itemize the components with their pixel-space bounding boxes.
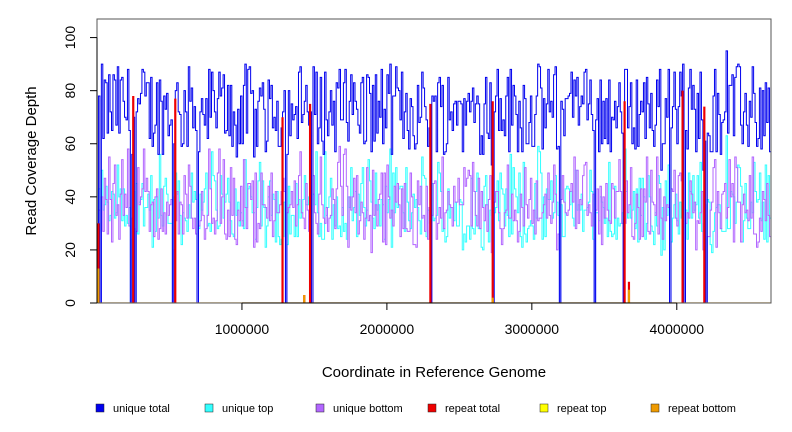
legend-label: repeat bottom (668, 403, 736, 415)
legend-item-unique-top: unique top (204, 403, 273, 415)
plot-area (97, 50, 771, 303)
x-tick-label: 3000000 (505, 321, 560, 337)
legend-item-repeat-top: repeat top (539, 403, 607, 415)
series-layer (97, 50, 771, 303)
legend-swatch (95, 403, 105, 413)
legend-swatch (204, 403, 214, 413)
x-axis-title: Coordinate in Reference Genome (322, 364, 546, 381)
legend-label: unique top (222, 403, 273, 415)
y-tick-label: 80 (62, 83, 78, 99)
y-tick-label: 0 (62, 299, 78, 307)
y-tick-label: 100 (62, 26, 78, 50)
x-axis: 1000000 2000000 3000000 4000000 (215, 302, 705, 337)
legend-item-repeat-total: repeat total (427, 403, 500, 415)
series-unique-total (97, 50, 771, 303)
legend-swatch (427, 403, 437, 413)
legend-label: unique bottom (333, 403, 403, 415)
legend-swatch (539, 403, 549, 413)
x-tick-label: 4000000 (650, 321, 705, 337)
legend-swatch (315, 403, 325, 413)
y-axis-title: Read Coverage Depth (23, 86, 40, 235)
legend-label: unique total (113, 403, 170, 415)
legend: unique total unique top unique bottom repea… (95, 403, 736, 415)
legend-item-repeat-bottom: repeat bottom (650, 403, 736, 415)
y-tick-label: 60 (62, 136, 78, 152)
legend-swatch (650, 403, 660, 413)
legend-label: repeat top (557, 403, 607, 415)
legend-label: repeat total (445, 403, 500, 415)
y-tick-label: 40 (62, 189, 78, 205)
series-unique-bottom (97, 145, 771, 303)
legend-item-unique-total: unique total (95, 403, 170, 415)
y-axis: 0 20 40 60 80 100 (62, 26, 98, 307)
x-tick-label: 2000000 (360, 321, 415, 337)
y-tick-label: 20 (62, 242, 78, 258)
x-tick-label: 1000000 (215, 321, 270, 337)
legend-item-unique-bottom: unique bottom (315, 403, 403, 415)
